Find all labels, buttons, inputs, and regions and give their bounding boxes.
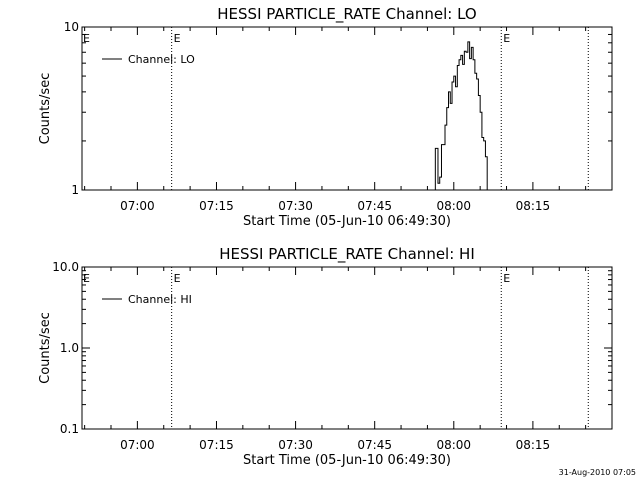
panel-2-legend-label: Channel: HI	[128, 293, 192, 306]
plot-timestamp: 31-Aug-2010 07:05	[559, 468, 636, 477]
panel-2-y-tick-label: 10.0	[52, 260, 79, 274]
panel-2-x-tick-label: 08:15	[516, 438, 551, 452]
panel-1-x-tick-label: 07:45	[357, 199, 392, 213]
panel-2-flag-label: E	[174, 272, 181, 285]
panel-1-flag-label: E	[174, 32, 181, 45]
panel-2-flag-label-start: E	[83, 272, 90, 285]
panel-1-x-tick-label: 07:15	[199, 199, 234, 213]
panel-1-y-tick-label: 1	[71, 183, 79, 197]
panel-2-y-tick-label: 0.1	[60, 422, 79, 436]
panel-2-x-tick-label: 07:45	[357, 438, 392, 452]
panel-1-x-axis-label: Start Time (05-Jun-10 06:49:30)	[243, 214, 451, 229]
panel-1-flag-label: E	[503, 32, 510, 45]
panel-2-x-tick-label: 07:30	[278, 438, 313, 452]
panel-1-y-axis-label: Counts/sec	[38, 73, 53, 145]
panel-2-x-axis-label: Start Time (05-Jun-10 06:49:30)	[243, 453, 451, 468]
panel-2-x-tick-label: 08:00	[436, 438, 471, 452]
panel-2-y-tick-label: 1.0	[60, 341, 79, 355]
panel-2-x-tick-label: 07:00	[120, 438, 155, 452]
panel-2-chart-title: HESSI PARTICLE_RATE Channel: HI	[219, 245, 475, 264]
panel-2-flag-label: E	[503, 272, 510, 285]
panel-1-x-tick-label: 07:30	[278, 199, 313, 213]
chart-panel-2: HESSI PARTICLE_RATE Channel: HI Start Tim…	[38, 245, 613, 468]
chart-panel-1: HESSI PARTICLE_RATE Channel: LO Start Tim…	[38, 5, 613, 229]
panel-1-plot-frame	[81, 26, 613, 191]
panel-1-legend-label: Channel: LO	[128, 53, 195, 66]
panel-1-chart-title: HESSI PARTICLE_RATE Channel: LO	[217, 5, 476, 24]
panel-1-series-line	[432, 41, 488, 191]
panel-2-y-axis-label: Counts/sec	[38, 312, 53, 384]
panel-1-x-tick-label: 07:00	[120, 199, 155, 213]
panel-2-plot-frame	[81, 266, 613, 430]
panel-1-x-tick-label: 08:00	[436, 199, 471, 213]
panel-1-flag-label-start: E	[83, 32, 90, 45]
panel-1-y-tick-label: 10	[64, 20, 79, 34]
panel-2-x-tick-label: 07:15	[199, 438, 234, 452]
panel-1-x-tick-label: 08:15	[516, 199, 551, 213]
